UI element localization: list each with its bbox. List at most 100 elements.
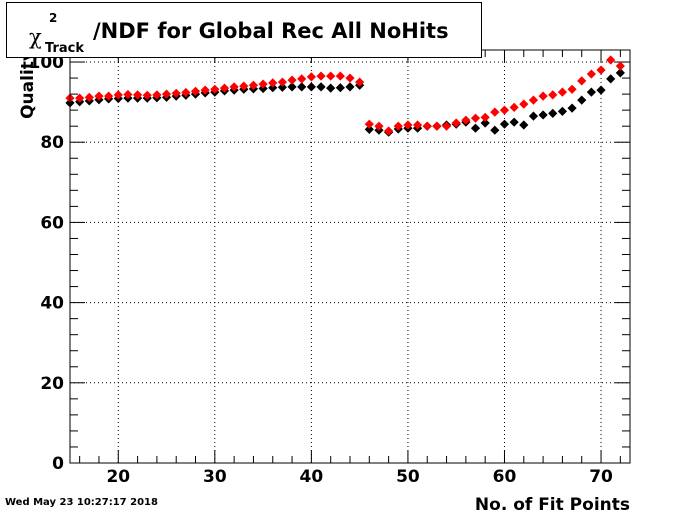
- black-data-point: [345, 82, 355, 92]
- black-data-point: [606, 74, 616, 84]
- red-data-point: [596, 65, 606, 75]
- red-data-point: [104, 91, 114, 101]
- title-chi-symbol: χ: [29, 25, 42, 49]
- tick-labels: 20 30 40 50 60 70 0 20 40 60 80 100: [29, 53, 614, 487]
- black-data-point: [577, 95, 587, 105]
- black-data-point: [364, 124, 374, 134]
- red-data-point: [441, 121, 452, 131]
- title-superscript: 2: [49, 11, 58, 25]
- black-data-point: [277, 82, 288, 92]
- data-markers: [65, 55, 625, 137]
- red-data-point: [94, 91, 104, 101]
- black-data-point: [615, 68, 625, 78]
- red-data-point: [615, 61, 625, 71]
- black-data-point: [490, 125, 500, 135]
- red-data-point: [132, 90, 143, 100]
- red-data-point: [586, 69, 596, 79]
- black-data-point: [335, 83, 345, 93]
- axis-ticks: [70, 50, 630, 464]
- title-subscript: Track: [45, 41, 84, 56]
- red-data-point: [306, 72, 316, 82]
- red-data-point: [297, 74, 307, 84]
- black-data-point: [528, 111, 539, 121]
- black-data-point: [326, 83, 336, 93]
- red-data-point: [335, 71, 345, 81]
- red-data-point: [200, 85, 210, 95]
- x-tick-label: 30: [203, 467, 227, 487]
- red-data-point: [461, 115, 471, 125]
- red-data-point: [268, 78, 278, 88]
- red-data-point: [181, 87, 191, 98]
- black-data-point: [268, 83, 278, 93]
- red-data-point: [123, 89, 133, 100]
- red-data-point: [345, 73, 355, 83]
- red-data-point: [316, 71, 326, 81]
- chart-title: /NDF for Global Rec All NoHits: [93, 19, 449, 43]
- red-data-point: [248, 80, 259, 90]
- y-tick-label: 0: [52, 454, 64, 474]
- red-data-point: [548, 90, 558, 100]
- red-data-point: [161, 89, 172, 99]
- red-data-point: [557, 87, 568, 97]
- red-data-point: [519, 99, 529, 109]
- red-data-point: [84, 92, 94, 102]
- red-data-point: [403, 120, 413, 130]
- red-data-point: [113, 90, 123, 100]
- y-tick-label: 80: [40, 133, 64, 153]
- red-data-point: [470, 113, 481, 123]
- black-data-point: [519, 120, 529, 130]
- red-data-point: [509, 102, 519, 112]
- black-data-point: [567, 103, 577, 113]
- chart-title-box: χ 2 Track /NDF for Global Rec All NoHits: [6, 2, 482, 58]
- y-axis-title: Quality: [18, 50, 38, 119]
- red-data-point: [490, 107, 500, 117]
- red-data-point: [384, 126, 394, 136]
- red-data-point: [577, 76, 587, 86]
- red-data-point: [326, 71, 336, 81]
- red-data-point: [239, 81, 249, 91]
- red-data-point: [422, 121, 432, 131]
- black-data-point: [480, 118, 490, 128]
- black-data-point: [287, 82, 297, 92]
- x-tick-label: 40: [300, 467, 324, 487]
- red-data-point: [171, 88, 181, 98]
- red-data-point: [451, 118, 461, 128]
- red-data-point: [229, 82, 239, 92]
- red-data-point: [432, 121, 442, 131]
- x-tick-label: 60: [493, 467, 517, 487]
- black-data-point: [509, 117, 519, 127]
- red-data-point: [567, 84, 577, 94]
- red-data-point: [142, 90, 152, 100]
- red-data-point: [412, 120, 423, 130]
- grid-lines: [70, 50, 630, 464]
- red-data-point: [480, 112, 490, 122]
- y-tick-label: 40: [40, 294, 64, 314]
- black-data-point: [596, 85, 606, 95]
- x-tick-label: 70: [589, 467, 613, 487]
- x-tick-label: 50: [396, 467, 420, 487]
- black-data-point: [499, 119, 510, 129]
- red-data-point: [393, 121, 403, 131]
- y-tick-label: 100: [29, 53, 65, 73]
- black-data-point: [557, 106, 568, 116]
- black-data-point: [538, 110, 548, 120]
- red-data-point: [499, 105, 510, 115]
- red-data-point: [538, 91, 548, 101]
- timestamp: Wed May 23 10:27:17 2018: [5, 497, 158, 508]
- red-data-point: [287, 75, 297, 85]
- x-axis-title: No. of Fit Points: [475, 495, 630, 514]
- black-data-point: [586, 87, 596, 97]
- red-data-point: [277, 77, 288, 87]
- red-data-point: [152, 90, 162, 100]
- red-data-point: [258, 79, 268, 89]
- black-data-point: [548, 108, 558, 118]
- x-tick-label: 20: [106, 467, 130, 487]
- red-data-point: [606, 55, 616, 65]
- red-data-point: [75, 93, 85, 103]
- black-data-point: [470, 123, 481, 133]
- black-data-point: [297, 82, 307, 92]
- black-data-point: [316, 82, 326, 92]
- y-tick-label: 60: [40, 213, 64, 233]
- red-data-point: [190, 86, 201, 96]
